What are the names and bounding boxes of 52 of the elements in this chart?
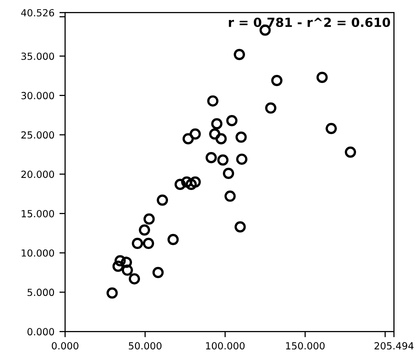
point — [142, 238, 154, 250]
y-tick-label: 35.000 — [21, 52, 54, 60]
y-tick-label: 30.000 — [21, 92, 54, 100]
point — [156, 194, 168, 206]
point — [216, 133, 227, 144]
y-tick-label: 5.000 — [28, 288, 54, 296]
point — [226, 115, 238, 126]
point — [206, 152, 217, 164]
point — [207, 95, 218, 107]
point — [271, 74, 282, 86]
point — [211, 118, 222, 130]
point — [138, 224, 150, 236]
y-tick-label: 15.000 — [22, 210, 54, 218]
point — [217, 154, 229, 166]
point — [316, 72, 328, 83]
point — [132, 238, 144, 250]
point — [234, 221, 246, 233]
point — [222, 168, 234, 179]
point — [128, 273, 140, 284]
point — [120, 256, 132, 268]
y-tick-label: 20.000 — [21, 170, 54, 178]
point — [209, 128, 220, 140]
annotation: r = 0.781 - r^2 = 0.610 — [228, 18, 390, 28]
y-tick-label: 40.526 — [21, 9, 54, 16]
x-tick-label: 100.000 — [206, 342, 245, 350]
point — [168, 234, 179, 246]
point — [181, 176, 192, 188]
point — [143, 213, 155, 225]
point — [326, 122, 337, 134]
point — [122, 264, 133, 276]
point — [236, 154, 248, 165]
point — [112, 260, 124, 272]
x-tick-label: 205.494 — [374, 342, 414, 350]
point — [114, 255, 126, 266]
point — [190, 128, 201, 140]
point — [344, 146, 356, 158]
x-tick-label: 150.000 — [286, 342, 325, 350]
point — [265, 102, 276, 114]
x-tick-label: 0.000 — [52, 342, 78, 350]
point — [236, 132, 247, 143]
x-tick-label: 50.000 — [128, 342, 162, 350]
point — [224, 190, 236, 202]
point — [186, 178, 197, 190]
y-tick-label: 25.000 — [21, 131, 54, 139]
point — [152, 266, 164, 278]
point — [174, 178, 186, 190]
point — [190, 176, 201, 188]
point — [234, 48, 245, 60]
y-tick-label: 10.000 — [22, 249, 54, 257]
y-tick-label: 0.000 — [27, 328, 54, 336]
point — [106, 287, 118, 299]
point — [182, 133, 194, 144]
